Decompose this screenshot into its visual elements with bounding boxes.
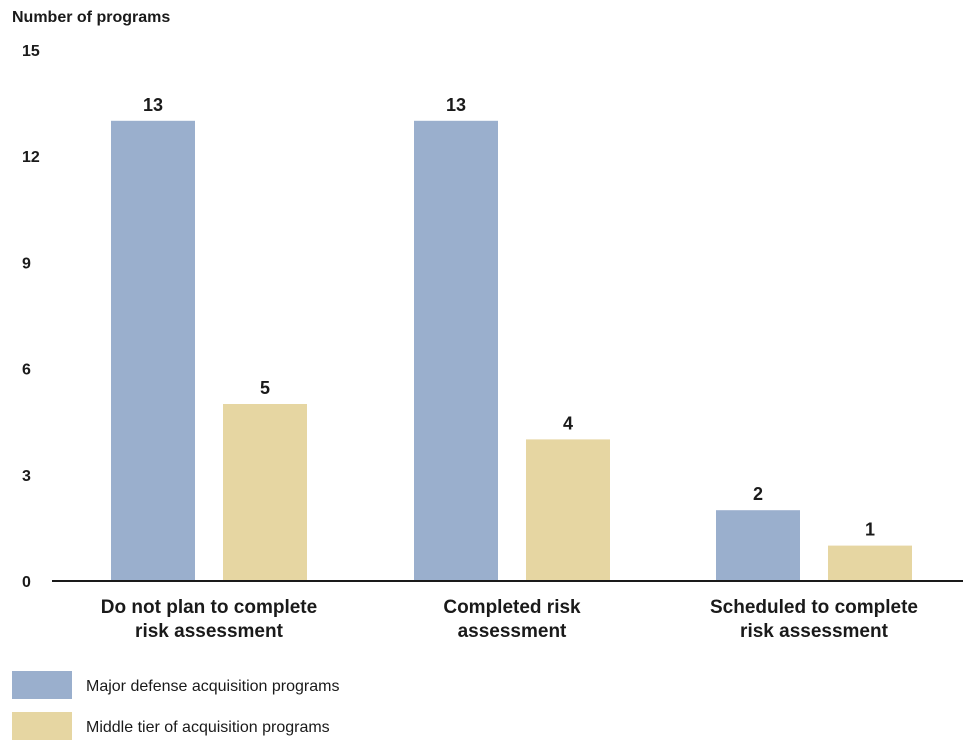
data-label: 13 bbox=[143, 95, 163, 115]
x-category-label: Completed risk bbox=[443, 597, 581, 618]
x-category-label: Do not plan to complete bbox=[101, 597, 317, 618]
y-tick-label: 9 bbox=[22, 255, 31, 272]
legend: Major defense acquisition programs Middle… bbox=[12, 671, 339, 740]
legend-label: Middle tier of acquisition programs bbox=[86, 719, 330, 736]
x-category-label: Scheduled to complete bbox=[710, 597, 918, 618]
y-tick-label: 3 bbox=[22, 468, 31, 485]
data-label: 4 bbox=[563, 413, 573, 433]
bar-major-defense-1 bbox=[414, 120, 498, 582]
data-label: 2 bbox=[753, 484, 763, 504]
x-category-label: risk assessment bbox=[740, 621, 889, 642]
bar-middle-tier-2 bbox=[828, 545, 912, 581]
y-axis-ticks: 0 3 6 9 12 15 bbox=[22, 43, 40, 591]
y-tick-label: 15 bbox=[22, 43, 40, 60]
data-label: 13 bbox=[446, 95, 466, 115]
legend-label: Major defense acquisition programs bbox=[86, 678, 339, 695]
bar-middle-tier-0 bbox=[223, 404, 307, 581]
category-labels: Do not plan to complete risk assessment Co… bbox=[101, 597, 918, 642]
y-axis-title: Number of programs bbox=[12, 9, 170, 26]
y-tick-label: 12 bbox=[22, 149, 40, 166]
data-label: 5 bbox=[260, 378, 270, 398]
bar-major-defense-0 bbox=[111, 120, 195, 582]
y-tick-label: 0 bbox=[22, 574, 31, 591]
bar-middle-tier-1 bbox=[526, 439, 610, 581]
legend-swatch bbox=[12, 712, 72, 740]
bars bbox=[111, 120, 912, 582]
legend-swatch bbox=[12, 671, 72, 699]
value-labels: 13 13 2 5 4 1 bbox=[143, 95, 875, 540]
y-tick-label: 6 bbox=[22, 362, 31, 379]
data-label: 1 bbox=[865, 520, 875, 540]
x-category-label: risk assessment bbox=[135, 621, 284, 642]
x-category-label: assessment bbox=[458, 621, 567, 642]
bar-major-defense-2 bbox=[716, 510, 800, 581]
